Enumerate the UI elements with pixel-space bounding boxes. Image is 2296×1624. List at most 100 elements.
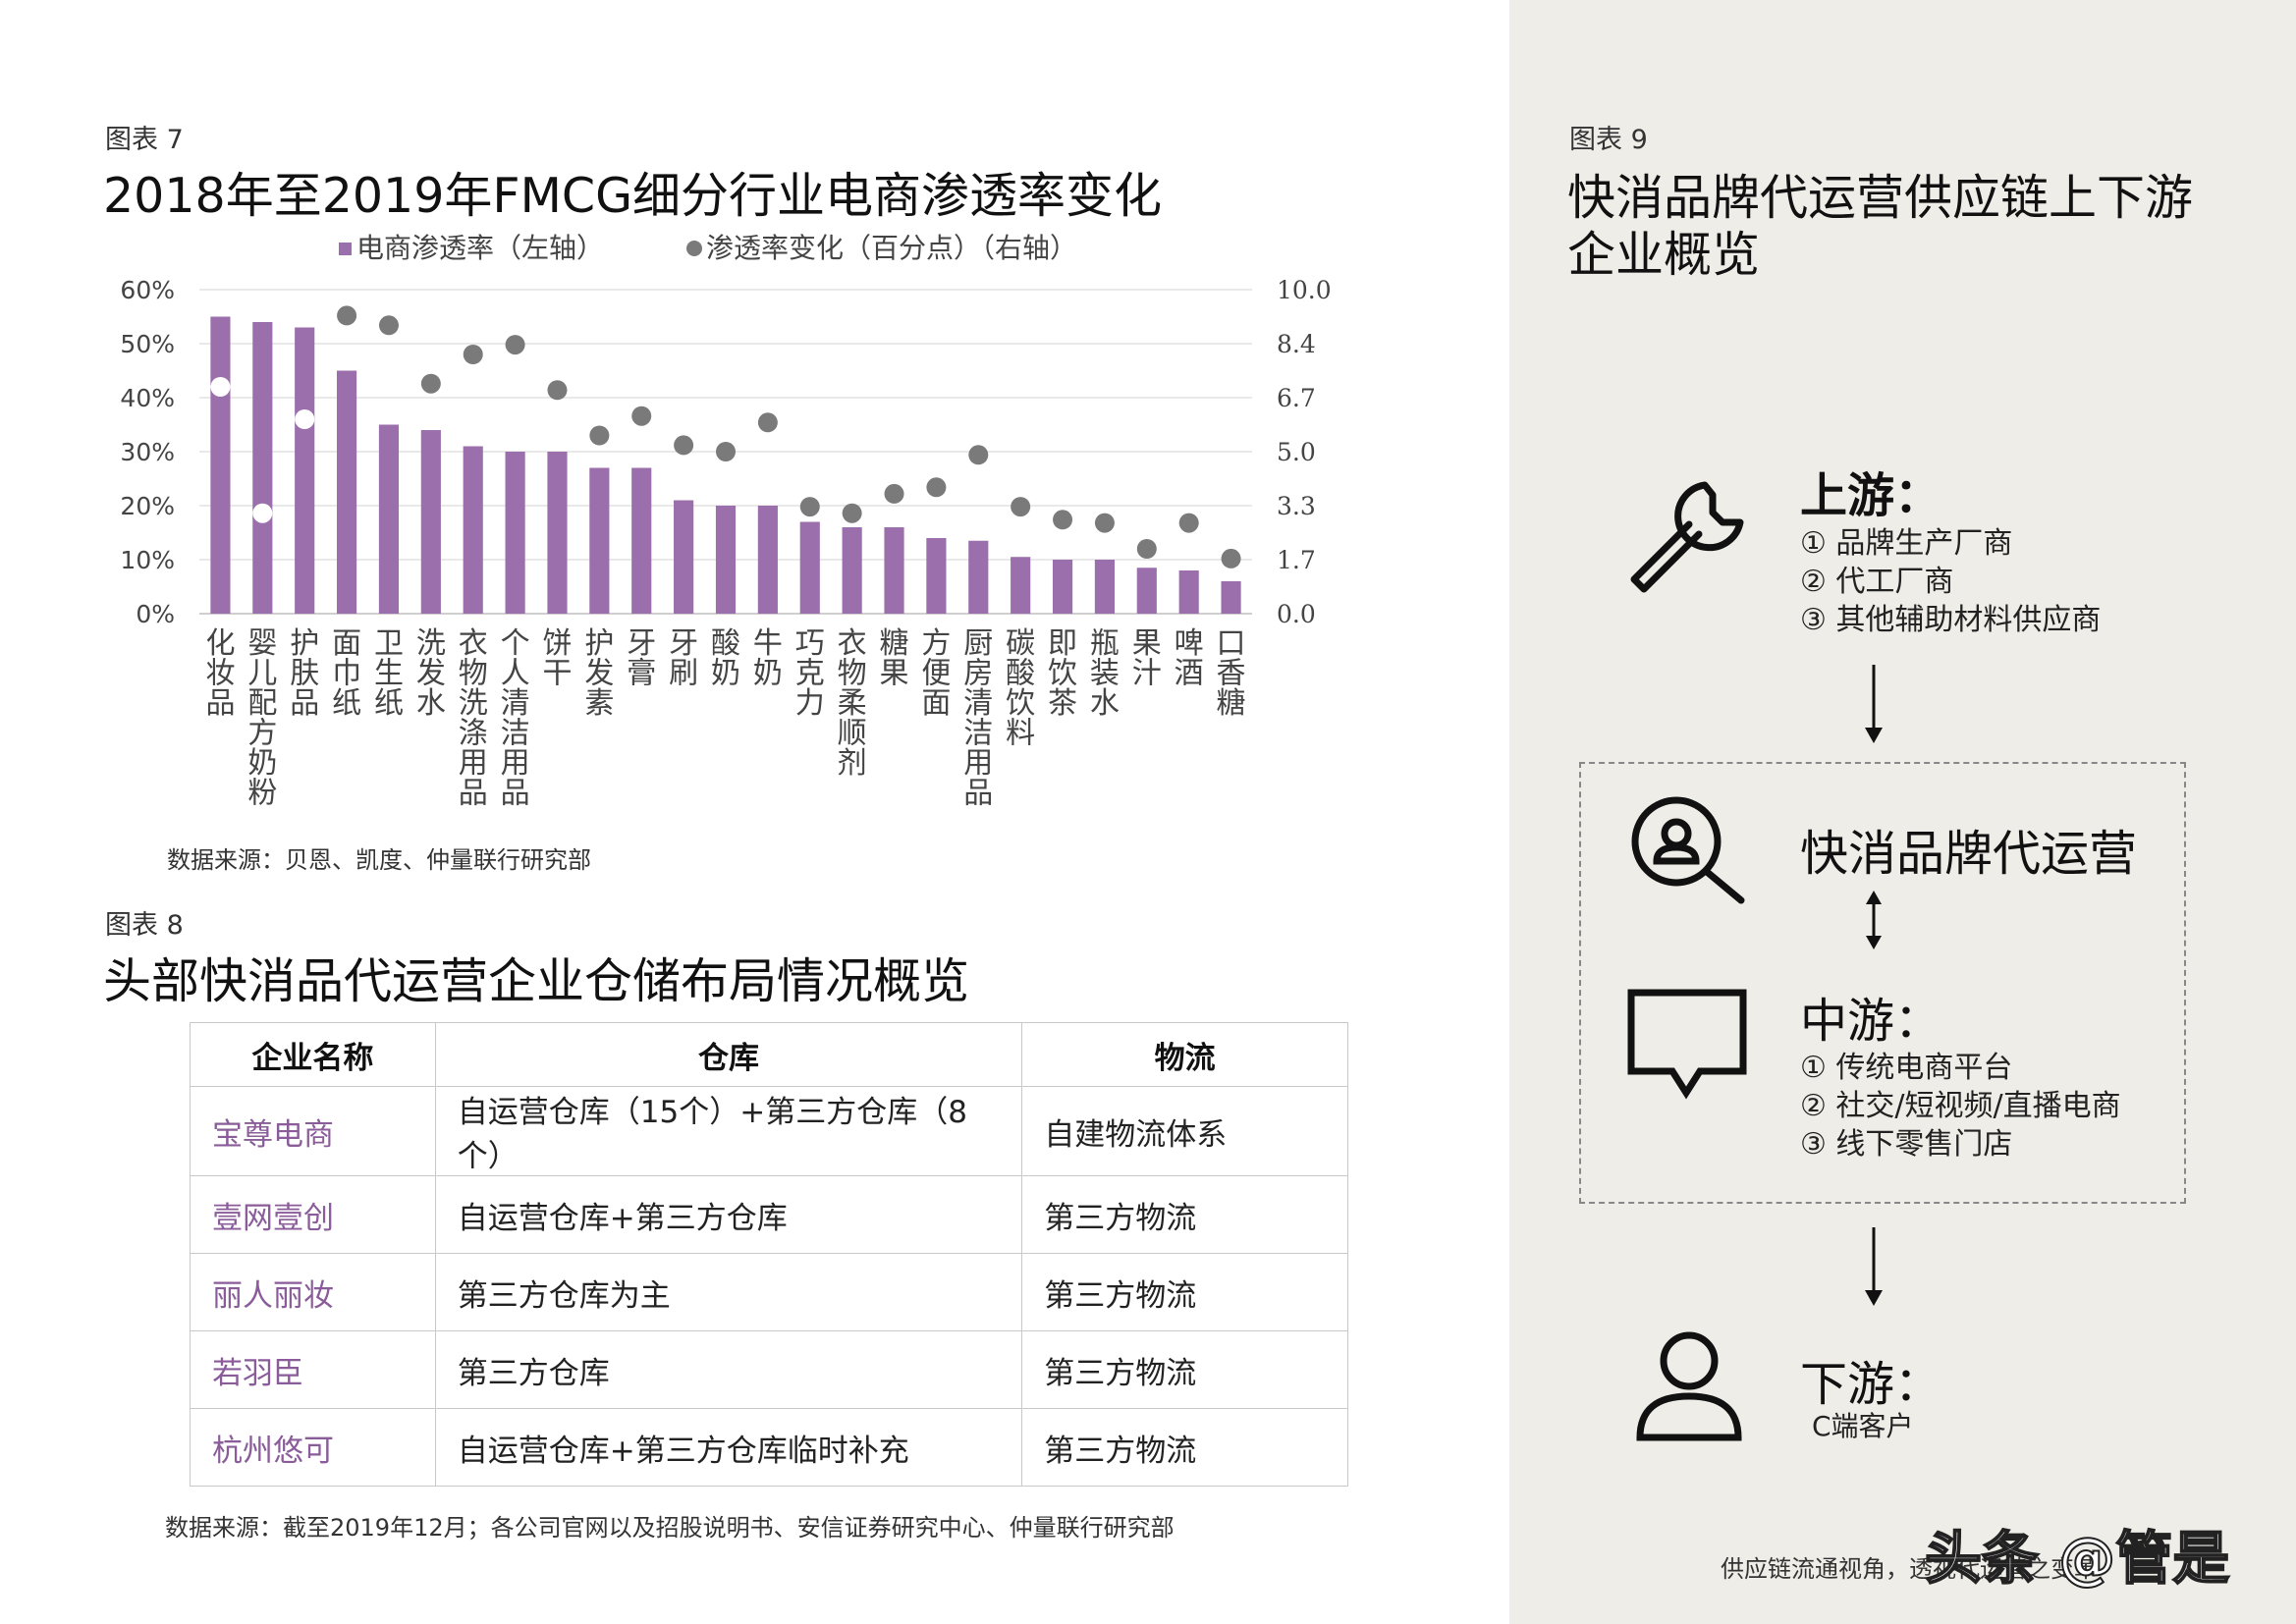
scatter-point: [378, 315, 399, 336]
scatter-point: [1011, 497, 1031, 517]
col-header-warehouse: 仓库: [434, 1022, 1023, 1087]
x-tick-label: 口香糖: [1217, 626, 1246, 721]
x-tick-label: 果汁: [1132, 626, 1162, 691]
scatter-point: [589, 425, 610, 446]
table-row: 壹网壹创 自运营仓库+第三方仓库 第三方物流: [190, 1175, 1348, 1254]
x-tick-label: 碳酸饮料: [1006, 626, 1035, 751]
warehouse-cell: 第三方仓库: [434, 1330, 1023, 1409]
arrow-updown-icon: [1866, 891, 1882, 949]
bar: [1221, 581, 1241, 614]
bar: [420, 430, 441, 614]
company-cell: 宝尊电商: [190, 1086, 436, 1176]
warehouse-cell: 自运营仓库+第三方仓库: [434, 1175, 1023, 1254]
bar: [252, 322, 273, 614]
bar: [799, 521, 820, 614]
scatter-point: [674, 435, 694, 456]
x-tick-label: 糖果: [880, 626, 909, 691]
x-tick-label: 面巾纸: [332, 626, 361, 721]
company-cell: 丽人丽妆: [190, 1253, 436, 1331]
bar: [589, 467, 610, 614]
scatter-point: [968, 445, 989, 465]
x-tick-label: 衣物洗涤用品: [459, 626, 488, 811]
col-header-company: 企业名称: [190, 1022, 436, 1087]
y-right-tick-label: 10.0: [1277, 276, 1332, 304]
fig7-source: 数据来源：贝恩、凯度、仲量联行研究部: [167, 846, 591, 874]
legend-label: 电商渗透率（左轴）: [356, 232, 604, 264]
scatter-point: [420, 373, 441, 394]
bar: [1052, 560, 1073, 614]
bar: [968, 540, 989, 614]
x-tick-label: 啤酒: [1175, 626, 1204, 691]
scatter-point: [842, 503, 862, 523]
x-tick-label: 方便面: [921, 626, 951, 721]
y-left-tick-label: 30%: [120, 438, 175, 466]
fig7-title: 2018年至2019年FMCG细分行业电商渗透率变化: [103, 168, 1163, 224]
company-cell: 若羽臣: [190, 1330, 436, 1409]
wrench-icon: [1630, 481, 1744, 593]
y-right-tick-label: 0.0: [1277, 600, 1316, 628]
logistics-cell: 第三方物流: [1021, 1175, 1348, 1254]
y-left-tick-label: 60%: [120, 276, 175, 304]
midstream-group-box: [1579, 762, 2186, 1204]
right-panel: [1509, 0, 2296, 1624]
upstream-item: ① 品牌生产厂商: [1800, 526, 2013, 561]
table-row: 若羽臣 第三方仓库 第三方物流: [190, 1330, 1348, 1409]
y-right-tick-label: 1.7: [1277, 546, 1316, 574]
scatter-point: [757, 412, 778, 433]
bar: [463, 446, 483, 614]
logistics-cell: 第三方物流: [1021, 1408, 1348, 1487]
scatter-point: [505, 335, 525, 355]
bar: [295, 327, 315, 614]
scatter-point: [1221, 548, 1241, 568]
table-header-row: 企业名称 仓库 物流: [190, 1022, 1348, 1087]
x-tick-label: 卫生纸: [374, 626, 404, 721]
bar: [337, 370, 357, 614]
bar: [884, 527, 904, 614]
x-tick-label: 护肤品: [290, 626, 319, 721]
warehouse-cell: 第三方仓库为主: [434, 1253, 1023, 1331]
x-tick-label: 婴儿配方奶粉: [247, 626, 277, 811]
bar: [715, 506, 737, 614]
operator-title: 快消品牌代运营: [1800, 826, 2138, 882]
x-tick-label: 酸奶: [711, 626, 740, 691]
scatter-point: [463, 345, 483, 364]
x-tick-label: 衣物柔顺剂: [838, 626, 867, 781]
bar: [926, 538, 947, 614]
y-right-tick-label: 8.4: [1277, 330, 1316, 358]
x-tick-label: 巧克力: [795, 626, 825, 721]
y-left-tick-label: 50%: [120, 330, 175, 358]
fig9-title-line2: 企业概览: [1567, 227, 1761, 283]
bar: [547, 452, 568, 614]
x-tick-label: 个人清洁用品: [501, 626, 530, 811]
midstream-item: ① 传统电商平台: [1800, 1051, 2013, 1085]
midstream-item: ③ 线下零售门店: [1800, 1127, 2013, 1162]
arrow-down-icon: [1865, 1227, 1883, 1306]
x-tick-label: 瓶装水: [1090, 626, 1120, 721]
company-cell: 杭州悠可: [190, 1408, 436, 1487]
midstream-title: 中游：: [1800, 994, 1942, 1049]
y-right-tick-label: 5.0: [1277, 438, 1316, 466]
x-tick-label: 牙刷: [669, 626, 698, 691]
bar: [842, 527, 862, 614]
bar: [505, 452, 525, 614]
bar: [1136, 568, 1157, 614]
fig7-label: 图表 7: [105, 125, 184, 155]
x-tick-label: 护发素: [584, 626, 614, 721]
scatter-point: [1178, 513, 1199, 533]
scatter-point: [295, 409, 315, 429]
scatter-point: [1053, 510, 1073, 530]
fig8-source: 数据来源：截至2019年12月；各公司官网以及招股说明书、安信证券研究中心、仲量…: [165, 1514, 1175, 1542]
scatter-point: [252, 503, 273, 523]
bar: [674, 500, 694, 614]
scatter-point: [547, 380, 568, 401]
bar: [1094, 560, 1115, 614]
logistics-cell: 第三方物流: [1021, 1330, 1348, 1409]
y-left-tick-label: 10%: [120, 546, 175, 574]
scatter-point: [884, 483, 904, 504]
scatter-point: [1094, 513, 1115, 533]
fig9-label: 图表 9: [1569, 125, 1648, 155]
downstream-title: 下游：: [1800, 1357, 1942, 1412]
x-tick-label: 洗发水: [416, 626, 446, 721]
table-row: 杭州悠可 自运营仓库+第三方仓库临时补充 第三方物流: [190, 1408, 1348, 1487]
logistics-cell: 自建物流体系: [1021, 1086, 1348, 1176]
